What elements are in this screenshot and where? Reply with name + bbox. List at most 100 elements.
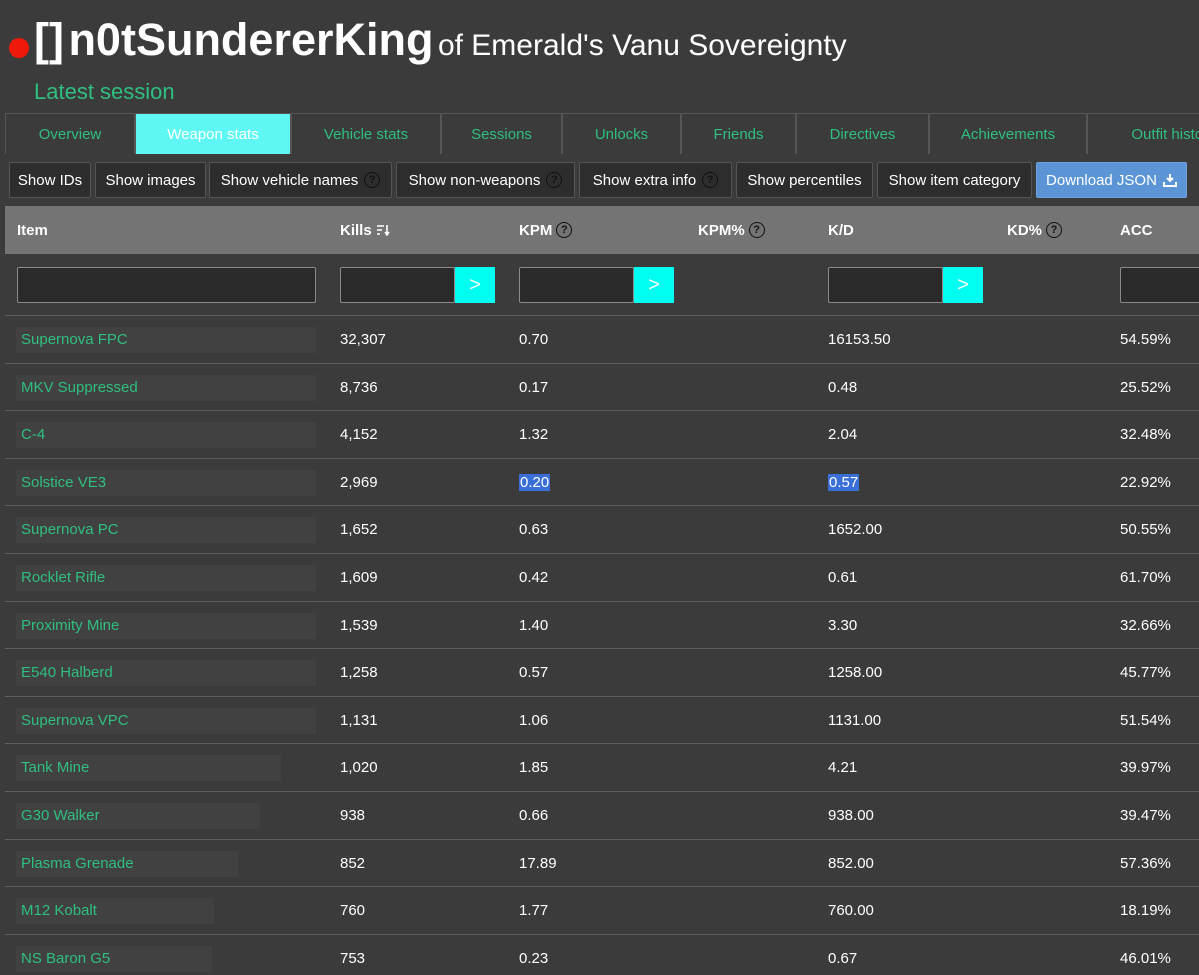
- accuracy: 18.19%: [1120, 902, 1171, 920]
- kpm: 0.42: [519, 554, 548, 601]
- kpm-value: 0.70: [519, 331, 549, 348]
- item-name[interactable]: Supernova FPC: [21, 331, 128, 348]
- name-bar: [16, 850, 238, 877]
- kills: 1,020: [340, 759, 378, 777]
- toggle-button[interactable]: Show images: [95, 162, 206, 198]
- item-name[interactable]: Supernova PC: [21, 521, 119, 539]
- filter-input[interactable]: [1120, 267, 1199, 303]
- item-name[interactable]: Solstice VE3: [21, 473, 107, 491]
- name-bar: [16, 327, 316, 353]
- filter-input[interactable]: [340, 267, 455, 303]
- kills: 2,969: [340, 473, 378, 491]
- toggle-button[interactable]: Show percentiles: [736, 162, 873, 198]
- name-bar: [16, 755, 281, 782]
- row-separator: [5, 315, 1199, 316]
- kd-value: 938.00: [828, 807, 874, 824]
- toggle-button[interactable]: Show item category: [877, 162, 1032, 198]
- item-name[interactable]: G30 Walker: [21, 807, 100, 824]
- table-header: [5, 206, 1199, 254]
- session-link[interactable]: Latest session: [34, 79, 175, 104]
- kd-value: 760.00: [828, 902, 874, 920]
- column-header[interactable]: KD%?: [1007, 206, 1063, 254]
- filter-button[interactable]: >: [943, 267, 983, 303]
- kpm: 1.85: [519, 744, 548, 791]
- filter-button[interactable]: >: [634, 267, 674, 303]
- row-separator: [5, 410, 1199, 412]
- kd: 1258.00: [828, 649, 882, 696]
- filter-button[interactable]: >: [455, 267, 495, 303]
- tab[interactable]: Overview: [5, 113, 135, 154]
- item-name[interactable]: Rocklet Rifle: [21, 569, 106, 586]
- item-name[interactable]: Supernova VPC: [21, 711, 129, 729]
- kd: 0.57: [828, 459, 860, 506]
- button-label: Show item category: [888, 171, 1021, 189]
- item-name[interactable]: E540 Halberd: [21, 664, 113, 682]
- column-label: KPM: [519, 221, 553, 239]
- item-name[interactable]: MKV Suppressed: [21, 378, 138, 396]
- kills: 760: [340, 902, 366, 920]
- filter-input[interactable]: [828, 267, 943, 303]
- accuracy: 39.97%: [1120, 759, 1171, 777]
- tab[interactable]: Vehicle stats: [291, 113, 441, 154]
- toggle-button[interactable]: Show non-weapons?: [396, 162, 575, 198]
- download-glyph: [1162, 174, 1177, 187]
- column-header[interactable]: KPM%?: [698, 206, 765, 254]
- kd: 3.30: [828, 602, 857, 649]
- name-bar: [16, 422, 316, 449]
- button-label: Show vehicle names: [220, 171, 359, 189]
- toggle-button[interactable]: Show vehicle names?: [209, 162, 392, 198]
- accuracy: 57.36%: [1120, 854, 1171, 872]
- accuracy: 61.70%: [1120, 569, 1171, 586]
- column-label: ACC: [1120, 221, 1153, 239]
- item-name[interactable]: C-4: [21, 426, 46, 444]
- kpm: 0.17: [519, 364, 548, 411]
- column-header[interactable]: Item: [17, 206, 48, 254]
- row-separator: [5, 886, 1199, 888]
- filter-input[interactable]: [17, 267, 316, 303]
- tab[interactable]: Weapon stats: [135, 113, 291, 154]
- tab[interactable]: Achievements: [929, 113, 1087, 154]
- tab[interactable]: Outfit history: [1087, 113, 1199, 154]
- kd: 16153.50: [828, 316, 891, 363]
- kpm-value: 1.85: [519, 759, 549, 777]
- toggle-button[interactable]: Show extra info?: [579, 162, 732, 198]
- filter-input[interactable]: [519, 267, 634, 303]
- item-name[interactable]: NS Baron G5: [21, 949, 111, 967]
- column-header[interactable]: K/D: [828, 206, 854, 254]
- name-bar: [16, 374, 316, 401]
- kd: 1652.00: [828, 506, 882, 553]
- tab[interactable]: Unlocks: [562, 113, 681, 154]
- item-name[interactable]: M12 Kobalt: [21, 902, 97, 920]
- kd: 852.00: [828, 840, 874, 887]
- kd-value: 16153.50: [828, 331, 891, 348]
- toggle-button[interactable]: Download JSON: [1036, 162, 1187, 198]
- download-icon: [1162, 173, 1177, 187]
- kills: 1,652: [340, 521, 378, 539]
- kills: 852: [340, 854, 366, 872]
- item-name[interactable]: Proximity Mine: [21, 616, 120, 634]
- toggle-button[interactable]: Show IDs: [9, 162, 91, 198]
- title-suffix: of Emerald's Vanu Sovereignty: [437, 29, 847, 62]
- tab[interactable]: Directives: [796, 113, 929, 154]
- item-name[interactable]: Plasma Grenade: [21, 854, 134, 872]
- column-header[interactable]: Kills: [340, 206, 390, 254]
- kills: 32,307: [340, 331, 386, 348]
- kpm-value: 1.32: [519, 426, 549, 444]
- column-label: K/D: [828, 221, 854, 239]
- column-header[interactable]: KPM?: [519, 206, 573, 254]
- kd: 1131.00: [828, 697, 881, 744]
- kpm: 0.23: [519, 935, 548, 975]
- row-separator: [5, 933, 1199, 935]
- kpm-value: 0.17: [519, 378, 549, 396]
- column-header[interactable]: ACC: [1120, 206, 1153, 254]
- kpm: 1.06: [519, 697, 548, 744]
- kd-value: 0.57: [828, 473, 860, 491]
- tab[interactable]: Friends: [681, 113, 796, 154]
- kd: 0.48: [828, 364, 857, 411]
- item-name[interactable]: Tank Mine: [21, 759, 90, 777]
- button-label: Show percentiles: [747, 171, 862, 189]
- row-separator: [5, 648, 1199, 650]
- kills: 938: [340, 807, 366, 824]
- tab[interactable]: Sessions: [441, 113, 562, 154]
- kills: 1,131: [340, 711, 378, 729]
